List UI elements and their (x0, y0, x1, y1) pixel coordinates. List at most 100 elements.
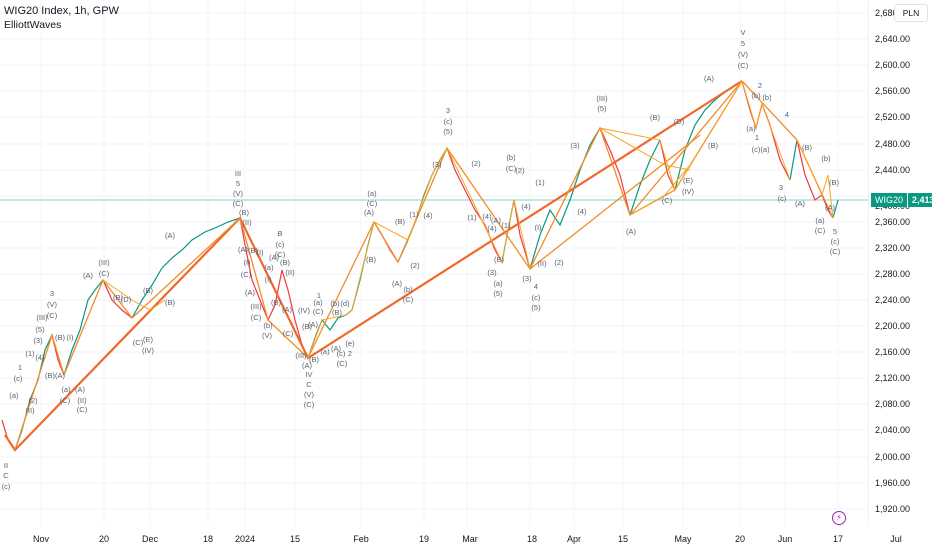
svg-text:(B): (B) (650, 113, 661, 122)
svg-text:(V): (V) (233, 189, 244, 198)
svg-text:(C): (C) (283, 329, 294, 338)
svg-text:(C): (C) (60, 396, 71, 405)
svg-text:(4): (4) (521, 202, 531, 211)
svg-text:B: B (277, 229, 282, 238)
svg-text:(5): (5) (597, 104, 607, 113)
svg-text:(C): (C) (251, 313, 262, 322)
svg-text:III: III (235, 169, 241, 178)
svg-text:(B): (B) (113, 293, 124, 302)
svg-text:(e): (e) (345, 339, 355, 348)
svg-text:(3): (3) (432, 160, 442, 169)
svg-text:(c): (c) (337, 349, 346, 358)
svg-text:1: 1 (18, 363, 22, 372)
svg-text:(b): (b) (762, 93, 772, 102)
time-tick: 20 (98, 534, 110, 544)
price-tick: 2,160.00 (875, 347, 911, 357)
svg-text:(I): (I) (243, 258, 251, 267)
svg-text:(B): (B) (302, 322, 313, 331)
svg-text:4: 4 (534, 282, 538, 291)
current-price-value: 2,413.73 (908, 193, 932, 207)
svg-text:(B): (B) (494, 255, 505, 264)
time-tick: 2024 (234, 534, 256, 544)
svg-text:(II): (II) (77, 396, 87, 405)
svg-text:(c): (c) (752, 145, 761, 154)
svg-text:(1): (1) (467, 213, 477, 222)
svg-text:(III): (III) (295, 351, 307, 360)
svg-text:(E): (E) (143, 335, 154, 344)
svg-text:(I): (I) (264, 275, 272, 284)
current-price-label: WIG20 2,413.73 (871, 193, 932, 207)
time-tick: 20 (734, 534, 746, 544)
price-axis[interactable]: 2,680.00 2,640.00 2,600.00 2,560.00 2,52… (868, 0, 932, 526)
svg-text:(4): (4) (577, 207, 587, 216)
svg-text:(5): (5) (443, 127, 453, 136)
lightning-bolt-icon[interactable]: ⚡ (832, 511, 846, 525)
time-tick: Jul (890, 534, 902, 544)
svg-text:(B): (B) (55, 333, 66, 342)
svg-text:(2): (2) (28, 396, 38, 405)
svg-text:(C): (C) (233, 199, 244, 208)
svg-text:3: 3 (779, 183, 783, 192)
svg-text:(IV): (IV) (298, 306, 311, 315)
svg-text:(B): (B) (332, 308, 343, 317)
price-tick: 2,680.00 (875, 8, 911, 18)
indicator-name[interactable]: ElliottWaves (4, 19, 62, 31)
svg-text:(a): (a) (264, 263, 274, 272)
time-tick: Dec (141, 534, 159, 544)
svg-text:(b): (b) (821, 154, 831, 163)
svg-text:(d): (d) (340, 299, 350, 308)
svg-text:(C): (C) (367, 199, 378, 208)
svg-text:(B): (B) (143, 286, 154, 295)
svg-text:5: 5 (741, 39, 745, 48)
svg-text:4: 4 (785, 110, 789, 119)
price-tick: 2,480.00 (875, 139, 911, 149)
svg-text:(B): (B) (395, 217, 406, 226)
svg-text:(B): (B) (239, 208, 250, 217)
elliott-wave-major-lines (4, 80, 743, 452)
svg-text:(2): (2) (471, 159, 481, 168)
svg-text:(a): (a) (760, 145, 770, 154)
svg-text:1: 1 (755, 133, 759, 142)
currency-label[interactable]: PLN (894, 4, 928, 22)
svg-text:(V): (V) (262, 331, 273, 340)
svg-text:(A): (A) (626, 227, 637, 236)
svg-text:(II): (II) (25, 406, 35, 415)
time-tick: Jun (777, 534, 793, 544)
svg-text:(I): (I) (256, 248, 264, 257)
svg-text:(B): (B) (802, 143, 813, 152)
svg-text:(a): (a) (9, 391, 19, 400)
svg-text:(1): (1) (535, 178, 545, 187)
svg-text:(3): (3) (570, 141, 580, 150)
svg-text:(A): (A) (83, 271, 94, 280)
svg-text:(B): (B) (45, 371, 56, 380)
time-tick: May (674, 534, 692, 544)
svg-text:(C): (C) (47, 311, 58, 320)
current-price-symbol: WIG20 (871, 193, 909, 207)
svg-text:(b): (b) (263, 321, 273, 330)
symbol-title[interactable]: WIG20 Index, 1h, GPW (4, 5, 119, 17)
svg-text:(A): (A) (165, 231, 176, 240)
svg-text:(b): (b) (330, 299, 340, 308)
price-tick: 2,360.00 (875, 217, 911, 227)
price-chart[interactable]: IIC(c) 1(c) (a)(2) (II) 3(V)(C) (III)(5)… (0, 0, 868, 526)
chart-plot-area[interactable]: II C (c) 1 (c) (a) (2) (II) 3 (V) (C) (III) (5)… (0, 0, 868, 526)
svg-text:II: II (4, 461, 8, 470)
price-tick: 1,920.00 (875, 504, 911, 514)
svg-text:(B): (B) (309, 355, 320, 364)
svg-text:(3): (3) (33, 336, 43, 345)
svg-text:2: 2 (348, 349, 352, 358)
svg-text:(D): (D) (674, 117, 685, 126)
svg-text:(B): (B) (248, 246, 259, 255)
time-tick: 18 (202, 534, 214, 544)
svg-text:(2): (2) (515, 166, 525, 175)
chart-legend: WIG20 Index, 1h, GPW ElliottWaves (4, 5, 119, 32)
svg-text:(C): (C) (506, 164, 517, 173)
svg-text:(a): (a) (367, 189, 377, 198)
svg-text:(a): (a) (61, 385, 71, 394)
svg-text:(c): (c) (831, 237, 840, 246)
svg-text:(c): (c) (2, 482, 11, 491)
svg-text:(B): (B) (271, 298, 282, 307)
svg-text:(5): (5) (531, 303, 541, 312)
time-axis[interactable]: Nov 20 Dec 18 2024 15 Feb 19 Mar 18 Apr … (0, 526, 902, 550)
time-tick: Nov (32, 534, 50, 544)
